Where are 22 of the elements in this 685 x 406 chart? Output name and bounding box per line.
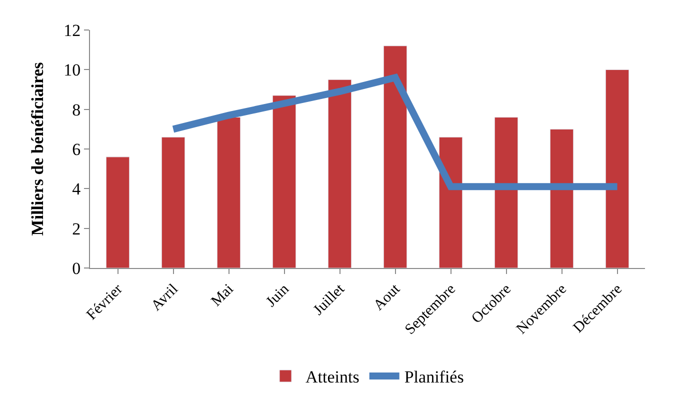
bar <box>605 69 630 268</box>
y-axis-title: Milliers de bénéficiaires <box>28 62 48 236</box>
y-tick-label: 0 <box>72 258 81 278</box>
y-tick-label: 2 <box>72 219 81 238</box>
y-tick-label: 10 <box>64 60 81 80</box>
y-tick-label: 4 <box>72 180 82 199</box>
bar <box>494 117 518 268</box>
bar <box>550 128 574 268</box>
bar <box>438 136 463 268</box>
x-tick-label: Juin <box>263 280 293 310</box>
bar <box>161 136 186 268</box>
legend-label: Planifiés <box>404 368 464 387</box>
x-tick-label: Mai <box>208 281 237 310</box>
y-tick-label: 12 <box>64 20 81 40</box>
legend-label: Atteints <box>306 368 360 387</box>
bar <box>106 156 130 268</box>
y-tick-label: 6 <box>72 140 81 159</box>
bar <box>383 46 408 268</box>
bar <box>272 95 296 268</box>
bar <box>328 79 352 268</box>
y-tick-label: 8 <box>72 100 81 120</box>
bar <box>216 117 241 268</box>
